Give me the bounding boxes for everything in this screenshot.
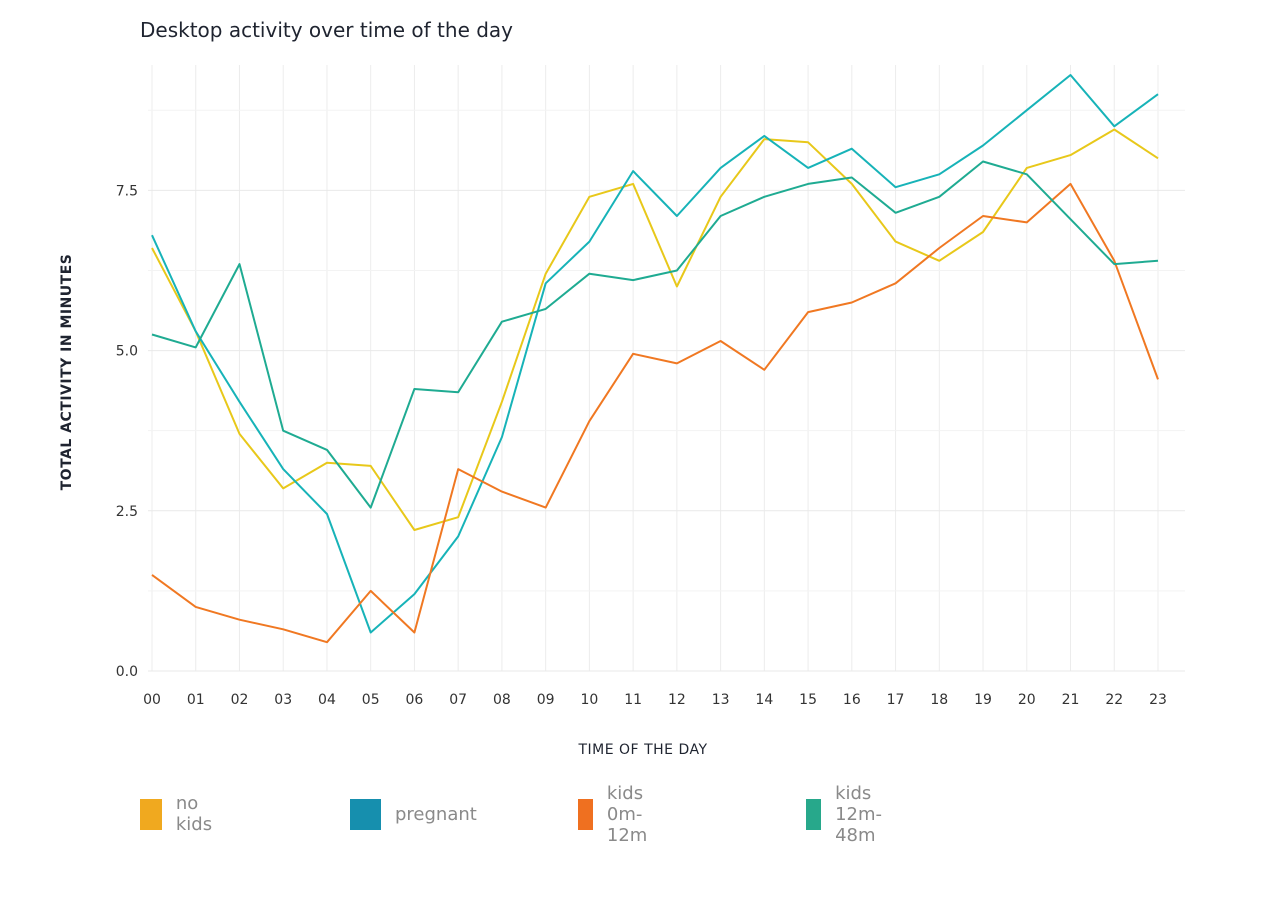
x-tick-label: 23 xyxy=(1149,692,1167,708)
x-axis-label: TIME OF THE DAY xyxy=(577,742,707,758)
x-tick-label: 17 xyxy=(887,692,905,708)
x-tick-label: 11 xyxy=(624,692,642,708)
legend-label: kids 12m-48m xyxy=(835,782,882,846)
series-lines xyxy=(151,74,1159,644)
legend-swatch xyxy=(806,798,822,830)
x-tick-label: 15 xyxy=(799,692,817,708)
grid xyxy=(148,65,1185,672)
legend-item-kids-0m-12m: kids 0m-12m xyxy=(578,783,663,846)
legend-item-kids-12m-48m: kids 12m-48m xyxy=(806,783,898,846)
y-tick-label: 0.0 xyxy=(116,664,138,680)
legend-item-pregnant: pregnant xyxy=(350,797,477,831)
legend-item-no-kids: no kids xyxy=(140,793,221,835)
series-line-kids-12m-48m xyxy=(151,160,1159,509)
x-tick-label: 09 xyxy=(537,692,555,708)
legend-swatch xyxy=(350,798,381,830)
series-line-kids-0m-12m xyxy=(151,182,1159,644)
x-tick-label: 20 xyxy=(1018,692,1036,708)
y-axis-label: TOTAL ACTIVITY IN MINUTES xyxy=(59,254,75,491)
x-tick-label: 14 xyxy=(755,692,773,708)
x-tick-label: 13 xyxy=(712,692,730,708)
chart-title: Desktop activity over time of the day xyxy=(140,18,514,42)
series-line-pregnant xyxy=(151,74,1159,634)
x-tick-label: 18 xyxy=(930,692,948,708)
x-tick-label: 22 xyxy=(1105,692,1123,708)
x-tick-label: 12 xyxy=(668,692,686,708)
x-tick-label: 10 xyxy=(580,692,598,708)
x-tick-label: 06 xyxy=(406,692,424,708)
legend-swatch xyxy=(578,798,593,830)
x-tick-label: 19 xyxy=(974,692,992,708)
y-tick-label: 5.0 xyxy=(116,344,138,360)
x-tick-label: 16 xyxy=(843,692,861,708)
x-tick-label: 21 xyxy=(1062,692,1080,708)
x-tick-label: 00 xyxy=(143,692,161,708)
x-tick-label: 08 xyxy=(493,692,511,708)
x-tick-label: 03 xyxy=(274,692,292,708)
y-tick-label: 7.5 xyxy=(116,183,138,199)
x-axis-ticks: 00 01 02 03 04 05 06 07 08 09 10 11 12 13 14 15 16 17 18 19… xyxy=(143,692,1167,708)
y-axis-ticks: 0.0 2.5 5.0 7.5 xyxy=(116,183,138,680)
legend-label: no kids xyxy=(175,793,213,835)
x-tick-label: 07 xyxy=(449,692,467,708)
legend-label: pregnant xyxy=(395,803,477,825)
x-tick-label: 05 xyxy=(362,692,380,708)
legend-label: kids 0m-12m xyxy=(606,782,648,846)
x-tick-label: 02 xyxy=(231,692,249,708)
legend-swatch xyxy=(140,798,162,830)
x-tick-label: 01 xyxy=(187,692,205,708)
x-tick-label: 04 xyxy=(318,692,336,708)
y-tick-label: 2.5 xyxy=(116,504,138,520)
series-line-no-kids xyxy=(151,128,1159,531)
